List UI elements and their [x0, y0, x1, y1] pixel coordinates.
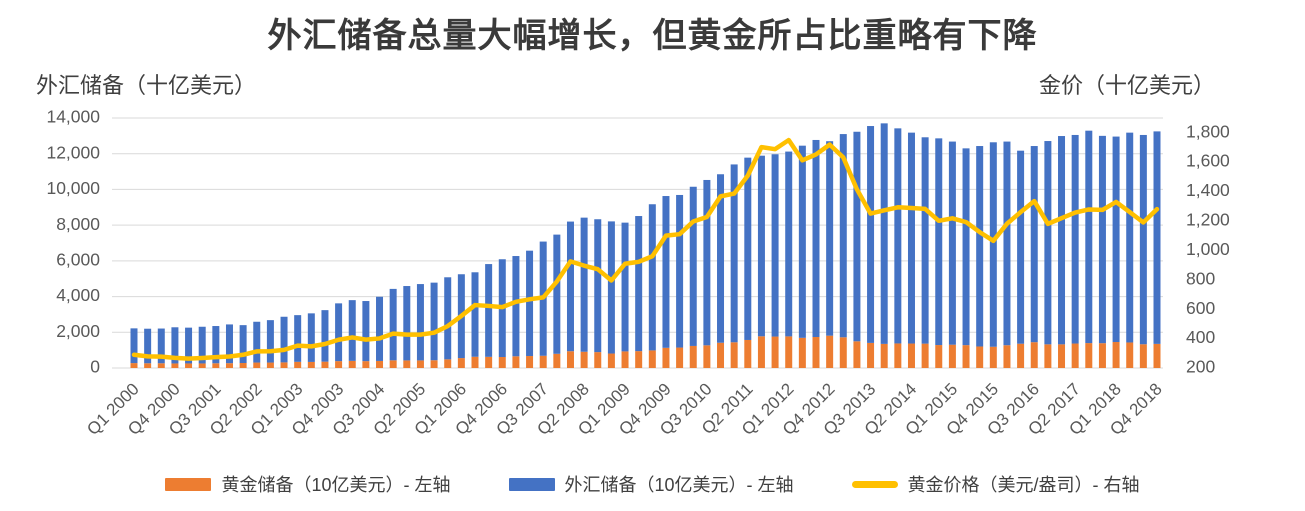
legend-label: 外汇储备（10亿美元）- 左轴: [564, 475, 794, 495]
svg-text:6,000: 6,000: [56, 249, 100, 269]
right-axis-tick-labels: 200 400 600 800 1,000 1,200 1,400 1,600 1,800: [1186, 121, 1230, 376]
svg-text:0: 0: [90, 357, 100, 377]
left-axis-title: 外汇储备（十亿美元）: [36, 73, 257, 98]
svg-text:1,600: 1,600: [1186, 151, 1230, 171]
svg-text:800: 800: [1186, 268, 1215, 288]
svg-text:200: 200: [1186, 357, 1215, 377]
svg-text:1,000: 1,000: [1186, 239, 1230, 259]
right-axis-title: 金价（十亿美元）: [1038, 73, 1215, 98]
svg-text:10,000: 10,000: [46, 178, 100, 198]
legend-item-gold-reserves: 黄金储备（10亿美元）- 左轴: [165, 471, 451, 497]
fx-reserves-legend-swatch-icon: [508, 477, 555, 491]
gold-reserve-bars: [130, 335, 1161, 368]
chart-title: 外汇储备总量大幅增长，但黄金所占比重略有下降: [267, 17, 1038, 55]
chart-legend: 黄金储备（10亿美元）- 左轴 外汇储备（10亿美元）- 左轴 黄金价格（美元/…: [0, 471, 1305, 497]
legend-label: 黄金储备（10亿美元）- 左轴: [221, 475, 451, 495]
fx-reserve-bars: [130, 123, 1161, 364]
legend-item-fx-reserves: 外汇储备（10亿美元）- 左轴: [508, 471, 794, 497]
left-axis-tick-labels: 0 2,000 4,000 6,000 8,000 10,000 12,000 14,000: [46, 107, 100, 377]
svg-text:4,000: 4,000: [56, 285, 100, 305]
svg-text:400: 400: [1186, 327, 1215, 347]
svg-text:14,000: 14,000: [46, 107, 100, 127]
svg-text:8,000: 8,000: [56, 214, 100, 234]
svg-text:600: 600: [1186, 298, 1215, 318]
svg-text:1,200: 1,200: [1186, 210, 1230, 230]
legend-item-gold-price: 黄金价格（美元/盎司）- 右轴: [851, 471, 1140, 497]
gold-price-legend-line-icon: [851, 480, 898, 488]
svg-text:12,000: 12,000: [46, 142, 100, 162]
svg-text:1,800: 1,800: [1186, 121, 1230, 141]
svg-text:2,000: 2,000: [56, 321, 100, 341]
svg-text:1,400: 1,400: [1186, 180, 1230, 200]
gold-reserves-legend-swatch-icon: [165, 477, 212, 491]
gold-price-line: [131, 137, 1160, 361]
legend-label: 黄金价格（美元/盎司）- 右轴: [907, 475, 1140, 495]
